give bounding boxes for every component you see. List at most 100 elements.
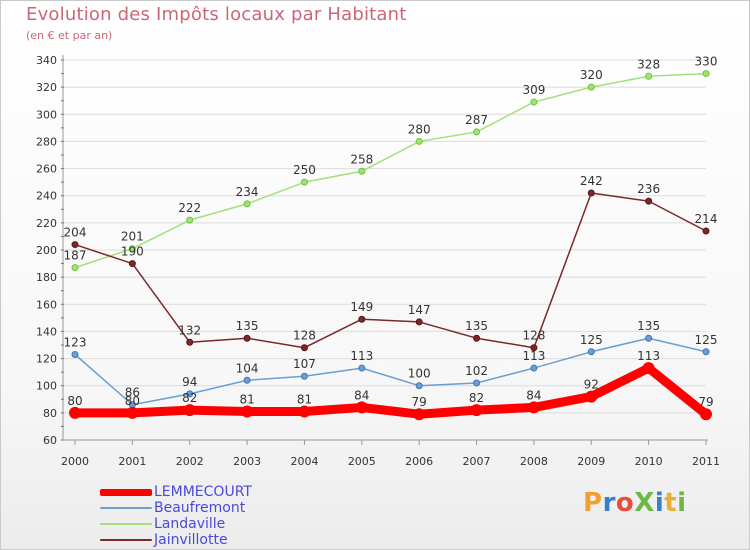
x-tick-label: 2006	[405, 455, 433, 468]
data-label: 201	[121, 230, 144, 244]
data-point	[243, 334, 251, 342]
logo-letter: i	[654, 488, 665, 518]
data-point	[645, 72, 653, 80]
data-label: 80	[67, 394, 82, 408]
data-label: 287	[465, 113, 488, 127]
chart-subtitle: (en € et par an)	[26, 29, 113, 42]
data-point	[645, 197, 653, 205]
data-label: 242	[580, 174, 603, 188]
data-label: 128	[522, 329, 545, 343]
data-label: 104	[236, 361, 259, 375]
data-point	[413, 408, 426, 421]
data-point	[358, 364, 366, 372]
x-tick-label: 2007	[463, 455, 491, 468]
data-point	[71, 264, 79, 272]
logo-letter: i	[677, 488, 687, 518]
data-point	[128, 245, 136, 253]
legend-swatch-jainvillotte	[100, 539, 152, 541]
legend-swatch-lemmecourt	[100, 489, 152, 496]
data-label: 113	[522, 349, 545, 363]
data-point	[415, 318, 423, 326]
data-point	[585, 390, 598, 403]
data-label: 102	[465, 364, 488, 378]
y-tick-label: 80	[43, 407, 57, 420]
data-point	[300, 372, 308, 380]
data-label: 84	[354, 388, 369, 402]
series-line-lemmecourt	[70, 363, 711, 419]
data-point	[587, 348, 595, 356]
data-label: 330	[695, 55, 718, 69]
y-tick-label: 140	[36, 325, 57, 338]
x-tick-label: 2005	[348, 455, 376, 468]
data-label: 100	[408, 367, 431, 381]
data-label: 234	[236, 185, 259, 199]
data-point	[700, 408, 712, 421]
data-point	[300, 344, 308, 352]
data-point	[702, 70, 710, 78]
y-tick-label: 220	[36, 217, 57, 230]
legend-label-beaufremont: Beaufremont	[154, 500, 246, 516]
data-label: 222	[178, 201, 201, 215]
y-tick-label: 100	[36, 380, 57, 393]
data-point	[71, 351, 79, 358]
data-point	[358, 167, 366, 175]
series-line-beaufremont	[74, 337, 707, 406]
legend-label-jainvillotte: Jainvillotte	[154, 532, 228, 548]
data-label: 135	[637, 319, 660, 333]
data-label: 236	[637, 182, 660, 196]
data-label: 258	[350, 152, 373, 166]
legend-swatch-landaville	[100, 523, 152, 525]
data-label: 125	[695, 333, 718, 347]
legend-label-landaville: Landaville	[154, 516, 226, 532]
proxiti-logo: ProXiti	[583, 488, 687, 518]
data-label: 84	[526, 388, 541, 402]
data-label: 123	[64, 336, 87, 350]
data-label: 79	[412, 395, 427, 409]
data-label: 82	[469, 391, 484, 405]
data-label: 309	[522, 83, 545, 97]
data-label: 328	[637, 57, 660, 71]
data-point	[300, 178, 308, 186]
data-label: 128	[293, 329, 316, 343]
x-tick-label: 2003	[233, 455, 261, 468]
y-tick-label: 60	[43, 434, 57, 447]
x-tick-label: 2008	[520, 455, 548, 468]
data-label: 125	[580, 333, 603, 347]
y-tick-label: 280	[36, 135, 57, 148]
data-label: 149	[350, 300, 373, 314]
data-point	[71, 241, 79, 249]
y-tick-label: 240	[36, 190, 57, 203]
x-tick-label: 2004	[290, 455, 318, 468]
data-point	[243, 376, 251, 384]
data-point	[69, 406, 81, 419]
data-point	[473, 379, 481, 387]
y-tick-label: 340	[36, 54, 57, 67]
data-label: 190	[121, 245, 144, 259]
x-tick-label: 2010	[635, 455, 663, 468]
chart-title: Evolution des Impôts locaux par Habitant	[26, 4, 407, 25]
data-point	[702, 227, 710, 235]
data-point	[702, 348, 710, 356]
legend-swatch-beaufremont	[100, 507, 152, 509]
data-point	[183, 404, 196, 417]
data-label: 82	[182, 391, 197, 405]
data-label: 204	[64, 226, 87, 240]
logo-letter: P	[583, 488, 603, 518]
logo-letter: X	[634, 488, 655, 518]
y-tick-label: 120	[36, 353, 57, 366]
y-tick-label: 300	[36, 108, 57, 121]
data-label: 113	[350, 349, 373, 363]
y-tick-label: 200	[36, 244, 57, 257]
data-label: 113	[637, 349, 660, 363]
data-point	[642, 362, 655, 375]
logo-letter: t	[664, 488, 678, 518]
data-point	[241, 405, 254, 418]
data-point	[587, 189, 595, 197]
data-point	[527, 401, 540, 414]
data-label: 79	[698, 395, 713, 409]
data-label: 214	[695, 212, 718, 226]
y-tick-label: 160	[36, 298, 57, 311]
data-label: 92	[584, 378, 599, 392]
legend-label-lemmecourt: LEMMECOURT	[154, 484, 252, 500]
